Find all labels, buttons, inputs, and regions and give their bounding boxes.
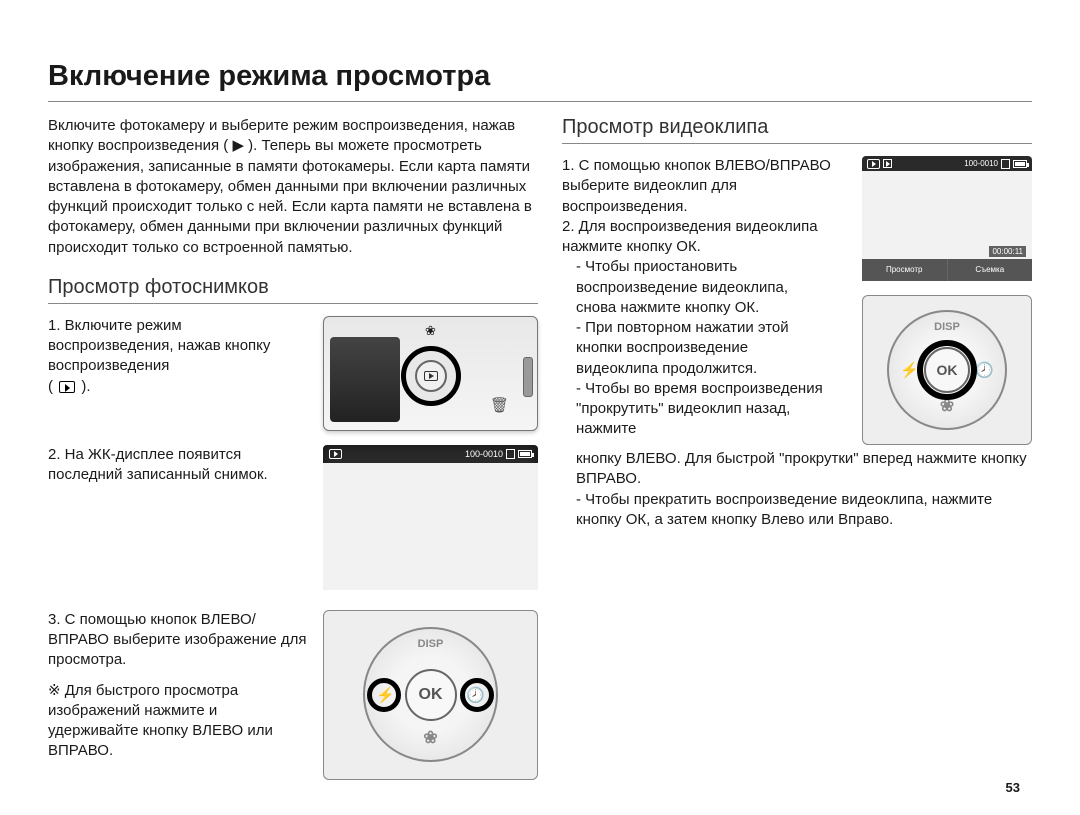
camera-button-figure: ❀ 🗑 bbox=[323, 316, 538, 431]
vlcd-btn-play: Просмотр bbox=[862, 259, 948, 281]
video-lcd-topbar: 100-0010 bbox=[862, 156, 1032, 171]
vlcd-play-icon bbox=[867, 159, 880, 169]
dpad-disp-label-r: DISP bbox=[934, 321, 960, 333]
dpad-ring-r: DISP ⚡ 🕗 ❀ OK bbox=[887, 310, 1007, 430]
video-sub3a: - Чтобы во время воспроизведения "прокру… bbox=[562, 379, 832, 440]
video-sub2: - При повторном нажатии этой кнопки восп… bbox=[562, 318, 832, 379]
vlcd-timer: 00:00:11 bbox=[989, 246, 1026, 257]
video-steps-row: 1. С помощью кнопок ВЛЕВО/ВПРАВО выберит… bbox=[562, 156, 1032, 445]
dpad-figure-right: DISP ⚡ 🕗 ❀ OK bbox=[862, 295, 1032, 445]
photos-heading: Просмотр фотоснимков bbox=[48, 276, 538, 299]
video-sub4: - Чтобы прекратить воспроизведение видео… bbox=[562, 490, 1032, 531]
photos-note: ※ Для быстрого просмотра изображений наж… bbox=[48, 681, 307, 762]
intro-paragraph: Включите фотокамеру и выберите режим вос… bbox=[48, 116, 538, 258]
title-divider bbox=[48, 101, 1032, 102]
video-step1: 1. С помощью кнопок ВЛЕВО/ВПРАВО выберит… bbox=[562, 156, 832, 217]
play-button-highlight bbox=[401, 346, 461, 406]
lcd-body bbox=[323, 463, 538, 590]
camera-dark-area bbox=[330, 337, 400, 422]
vlcd-card-icon bbox=[1001, 159, 1010, 169]
right-column: Просмотр видеоклипа 1. С помощью кнопок … bbox=[562, 116, 1032, 794]
photos-step3-text: 3. С помощью кнопок ВЛЕВО/ВПРАВО выберит… bbox=[48, 610, 307, 671]
vlcd-counter: 100-0010 bbox=[964, 159, 998, 168]
photos-step3-row: 3. С помощью кнопок ВЛЕВО/ВПРАВО выберит… bbox=[48, 610, 538, 780]
trash-icon: 🗑 bbox=[490, 396, 509, 414]
dpad-macro-icon: ❀ bbox=[423, 728, 437, 748]
vlcd-battery-icon bbox=[1013, 160, 1027, 168]
photos-step2-row: 2. На ЖК-дисплее появится последний запи… bbox=[48, 445, 538, 590]
video-step2: 2. Для воспроизведения видеоклипа нажмит… bbox=[562, 217, 832, 258]
side-button bbox=[523, 357, 533, 397]
step1-part-c: ). bbox=[77, 378, 90, 395]
photos-step1-row: 1. Включите режим воспроизведения, нажав… bbox=[48, 316, 538, 431]
video-sub1: - Чтобы приостановить воспроизведение ви… bbox=[562, 257, 832, 318]
vlcd-bottombar: Просмотр Съемка bbox=[862, 259, 1032, 281]
flower-icon: ❀ bbox=[425, 323, 436, 339]
video-divider bbox=[562, 143, 1032, 144]
video-sub3b: кнопку ВЛЕВО. Для быстрой "прокрутки" вп… bbox=[562, 449, 1032, 490]
video-text-block: 1. С помощью кнопок ВЛЕВО/ВПРАВО выберит… bbox=[562, 156, 832, 440]
page-title: Включение режима просмотра bbox=[48, 60, 1032, 93]
dpad-disp-label: DISP bbox=[418, 638, 444, 650]
video-lcd-figure: 100-0010 00:00:11 Просмотр Съемка bbox=[862, 156, 1032, 281]
dpad-left-highlight bbox=[367, 678, 401, 712]
dpad-ok-button: OK bbox=[405, 669, 457, 721]
page-number: 53 bbox=[1006, 780, 1020, 795]
dpad-timer-icon-r: 🕗 bbox=[975, 361, 994, 379]
vlcd-video-icon bbox=[883, 159, 892, 168]
left-column: Включите фотокамеру и выберите режим вос… bbox=[48, 116, 538, 794]
photos-divider bbox=[48, 303, 538, 304]
dpad-ring: DISP ⚡ 🕗 ❀ OK bbox=[363, 627, 498, 762]
photos-step1-text: 1. Включите режим воспроизведения, нажав… bbox=[48, 316, 307, 397]
dpad-figure-left: DISP ⚡ 🕗 ❀ OK bbox=[323, 610, 538, 780]
video-heading: Просмотр видеоклипа bbox=[562, 116, 1032, 139]
video-figures-column: 100-0010 00:00:11 Просмотр Съемка DISP bbox=[848, 156, 1032, 445]
lcd-figure: 100-0010 bbox=[323, 445, 538, 590]
step1-part-b: ( bbox=[48, 378, 57, 395]
photos-step3-block: 3. С помощью кнопок ВЛЕВО/ВПРАВО выберит… bbox=[48, 610, 307, 762]
vlcd-btn-capture: Съемка bbox=[948, 259, 1033, 281]
play-button bbox=[415, 360, 447, 392]
lcd-topbar: 100-0010 bbox=[323, 445, 538, 463]
columns-container: Включите фотокамеру и выберите режим вос… bbox=[48, 116, 1032, 794]
lcd-counter: 100-0010 bbox=[465, 449, 503, 459]
battery-icon bbox=[518, 450, 532, 458]
photos-step2-text: 2. На ЖК-дисплее появится последний запи… bbox=[48, 445, 307, 486]
dpad-center-highlight bbox=[917, 340, 977, 400]
dpad-right-highlight bbox=[460, 678, 494, 712]
card-icon bbox=[506, 449, 515, 459]
play-icon bbox=[59, 381, 75, 393]
lcd-play-icon bbox=[329, 449, 342, 459]
step1-part-a: 1. Включите режим воспроизведения, нажав… bbox=[48, 317, 270, 375]
dpad-flash-icon-r: ⚡ bbox=[900, 361, 919, 379]
